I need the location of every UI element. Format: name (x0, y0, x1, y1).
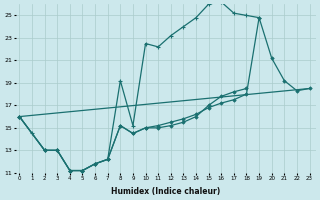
X-axis label: Humidex (Indice chaleur): Humidex (Indice chaleur) (111, 187, 220, 196)
